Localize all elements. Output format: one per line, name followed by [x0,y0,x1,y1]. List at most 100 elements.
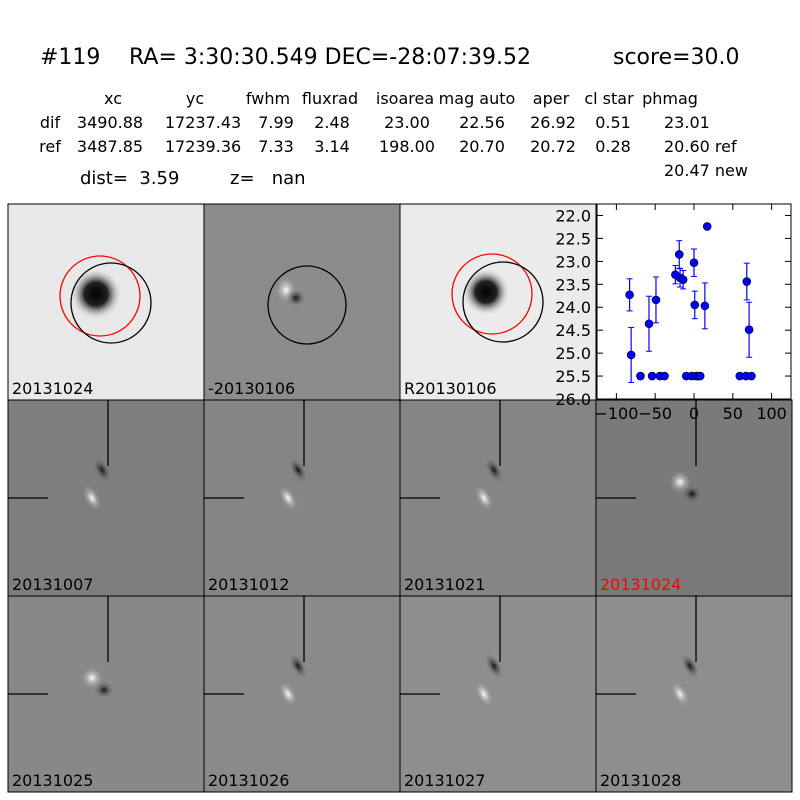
column-header: yc [186,89,204,108]
x-tick-label: 0 [689,404,699,423]
column-header: fwhm [246,89,290,108]
circle [462,261,544,343]
cell: 198.00 [379,137,435,156]
cell: 20.60 ref [664,137,737,156]
cell: 7.33 [258,137,294,156]
cell: 17239.36 [165,137,241,156]
point [625,290,634,300]
panel-label: 20131024 [600,575,681,594]
panel-label: 20131007 [12,575,93,594]
cell: 26.92 [530,113,576,132]
phmag-new: 20.47 new [664,161,748,180]
z: z= nan [230,168,306,189]
cell: 7.99 [258,113,294,132]
panel-label: 20131025 [12,771,93,790]
point [690,300,700,310]
y-tick-label: 24.5 [555,321,591,340]
cell: 3.14 [314,137,350,156]
cell: 23.01 [664,113,710,132]
point [660,371,669,381]
point [678,275,688,285]
point [636,371,645,381]
point [744,325,754,335]
circle [267,265,347,345]
point [742,277,752,286]
panel-label: 20131027 [404,771,485,790]
title-id: #119 [40,45,100,70]
point [700,301,710,311]
y-tick-label: 26.0 [555,390,591,409]
column-header: fluxrad [302,89,358,108]
panel-label: 20131026 [208,771,289,790]
blob [484,653,504,679]
x-tick-label: 100 [756,404,787,423]
circle [451,253,533,335]
blob [94,681,114,699]
circle [70,262,152,344]
title-score: score=30.0 [613,45,740,70]
point [651,295,661,305]
x-tick-label: −100 [594,404,638,423]
panel-label: -20130106 [208,379,295,398]
blob [473,484,495,512]
blob [680,653,700,679]
cell: 0.28 [595,137,631,156]
column-header: isoarea [376,89,434,108]
blob [669,680,691,708]
y-tick-label: 23.5 [555,275,591,294]
y-tick-label: 22.0 [555,206,591,225]
panel-grid: 20131024 -20130106 R20130106 20131007 201310… [7,379,793,793]
panel-label: 20131021 [404,575,485,594]
blob [286,289,306,307]
column-header: xc [104,89,122,108]
points [625,222,756,383]
blob [288,653,308,679]
point [674,250,684,259]
panel-label: 20131024 [12,379,93,398]
panel-label: 20131028 [600,771,681,790]
point [689,258,699,268]
y-tick-label: 25.0 [555,344,591,363]
blob [473,680,495,708]
point [702,222,712,231]
cell: 0.51 [595,113,631,132]
blob [92,457,112,483]
cell: 3487.85 [77,137,143,156]
cell: 23.00 [384,113,430,132]
row-label: ref [39,137,61,156]
column-header: mag auto [439,89,516,108]
y-tick-label: 24.0 [555,298,591,317]
cell: 22.56 [459,113,505,132]
blob [277,680,299,708]
panel-label: 20131012 [208,575,289,594]
cell: 17237.43 [165,113,241,132]
blob [81,484,103,512]
scatter-plot: 22.0 22.5 23.0 23.5 24.0 24.5 25.0 25.5 26.0−100… [555,204,791,423]
cell: 20.70 [459,137,505,156]
point [626,350,636,360]
column-header: phmag [642,89,698,108]
star [462,268,510,316]
x-tick-label: 50 [723,404,743,423]
x-tick-label: −50 [638,404,672,423]
cell: 20.72 [530,137,576,156]
point [644,319,654,329]
cell: 2.48 [314,113,350,132]
table: xc yc fwhm fluxrad isoarea mag auto aper cl sta… [39,89,737,156]
y-tick-label: 25.5 [555,367,591,386]
panel-label: R20130106 [404,379,497,398]
circle [59,255,141,337]
column-header: cl star [584,89,634,108]
cell: 3490.88 [77,113,143,132]
title-coords: RA= 3:30:30.549 DEC=-28:07:39.52 [129,45,531,70]
y-tick-label: 22.5 [555,229,591,248]
y-tick-label: 23.0 [555,252,591,271]
panels [7,203,792,401]
point [695,371,705,381]
blob [288,457,308,483]
dist: dist= 3.59 [80,168,179,189]
point [647,371,657,381]
blob [682,485,702,503]
blob [484,457,504,483]
